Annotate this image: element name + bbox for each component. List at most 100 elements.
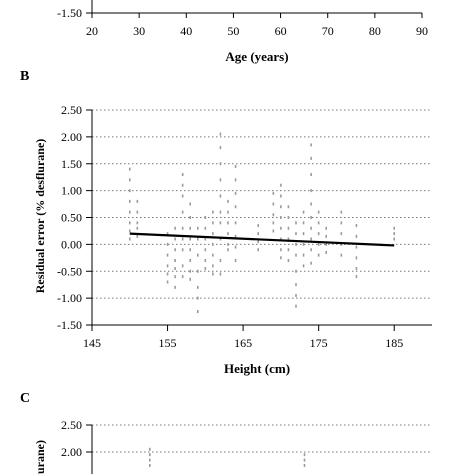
panel-a-x-ticks: 20 30 40 50 60 70 80 90 <box>86 13 428 38</box>
data-point <box>295 242 297 246</box>
data-point <box>196 269 199 273</box>
data-point <box>181 173 184 176</box>
data-point <box>181 248 184 252</box>
panel-b-x-tick-label: 175 <box>310 336 328 350</box>
data-point <box>227 232 229 236</box>
data-point <box>234 164 237 168</box>
data-point <box>166 242 169 246</box>
data-point <box>280 194 282 198</box>
data-point <box>212 210 214 214</box>
data-point <box>310 226 312 230</box>
panel-b-gridlines <box>92 109 432 299</box>
panel-b-y-tick-label: 0.50 <box>61 211 82 225</box>
panel-c: 2.50 2.00 urane) <box>33 418 432 474</box>
data-point <box>189 202 192 206</box>
panel-b-y-tick-label: 0.00 <box>61 237 82 251</box>
data-point <box>149 453 151 457</box>
data-point <box>317 253 320 257</box>
panel-a-x-tick-label: 90 <box>416 24 428 38</box>
data-point <box>295 232 297 236</box>
data-point <box>204 267 207 271</box>
data-point <box>287 205 290 209</box>
data-point <box>234 259 237 262</box>
data-point <box>280 237 282 241</box>
panel-a-x-tick-label: 60 <box>275 24 287 38</box>
data-point <box>393 232 396 236</box>
data-point <box>189 226 192 230</box>
panel-b-y-ticks: 2.50 2.00 1.50 1.00 0.50 0.00 -0.50 -1.00 -1.50 <box>57 103 92 332</box>
panel-a-x-tick-label: 30 <box>133 24 145 38</box>
panel-b-x-tick-label: 145 <box>83 336 101 350</box>
data-point <box>128 167 131 171</box>
panel-c-y-tick-label: 2.00 <box>61 445 82 459</box>
panel-b-x-ticks: 145 155 165 175 185 <box>83 325 403 350</box>
panel-a-x-tick-label: 40 <box>180 24 192 38</box>
data-point <box>196 310 199 314</box>
data-point <box>287 226 290 230</box>
data-point <box>280 183 282 187</box>
data-point <box>204 259 207 262</box>
data-point <box>234 234 237 238</box>
data-point <box>166 253 169 257</box>
data-point <box>166 264 169 268</box>
data-point <box>295 253 297 257</box>
panel-c-points <box>149 447 306 467</box>
data-point <box>227 242 229 246</box>
data-point <box>219 221 222 225</box>
data-point <box>189 269 192 273</box>
data-point <box>189 248 192 252</box>
data-point <box>166 232 169 236</box>
data-point <box>272 229 275 233</box>
data-point <box>234 178 237 182</box>
data-point <box>310 156 312 160</box>
data-point <box>189 237 192 241</box>
data-point <box>212 272 214 276</box>
data-point <box>219 210 222 214</box>
data-point <box>174 226 176 230</box>
data-point <box>227 199 229 203</box>
data-point <box>280 226 282 230</box>
data-point <box>257 224 260 228</box>
data-point <box>219 146 222 150</box>
panel-b: 2.502.001.501.000.500.00-0.50-1.00-1.50 … <box>33 103 432 376</box>
data-point <box>174 248 176 252</box>
data-point <box>303 464 306 467</box>
panel-a-x-tick-label: 20 <box>86 24 98 38</box>
data-point <box>212 253 214 257</box>
data-point <box>234 191 237 195</box>
data-point <box>340 210 343 214</box>
data-point <box>280 248 282 252</box>
data-point <box>325 226 328 230</box>
data-point <box>219 194 222 198</box>
data-point <box>325 250 328 254</box>
panel-a: -1.50 20 30 40 50 60 70 80 90 Age (years) <box>57 0 428 64</box>
data-point <box>310 202 312 206</box>
data-point <box>310 248 312 252</box>
data-point <box>310 261 312 265</box>
data-point <box>355 275 358 279</box>
panel-b-points <box>128 132 396 314</box>
data-point <box>149 458 151 462</box>
data-point <box>272 221 275 225</box>
data-point <box>302 242 305 246</box>
data-point <box>204 237 207 241</box>
data-point <box>302 253 305 257</box>
data-point <box>136 210 139 214</box>
data-point <box>227 248 229 252</box>
data-point <box>302 232 305 236</box>
data-point <box>196 226 199 230</box>
panel-b-y-tick-label: -1.00 <box>57 291 82 305</box>
data-point <box>181 226 184 230</box>
panel-b-y-tick-label: 1.50 <box>61 157 82 171</box>
data-point <box>196 296 199 300</box>
data-point <box>174 237 176 241</box>
panel-c-letter: C <box>20 391 30 406</box>
data-point <box>310 189 312 193</box>
panel-a-x-tick-label: 80 <box>369 24 381 38</box>
data-point <box>310 143 312 147</box>
data-point <box>204 216 207 219</box>
data-point <box>174 275 176 279</box>
data-point <box>136 226 139 230</box>
data-point <box>136 234 139 238</box>
